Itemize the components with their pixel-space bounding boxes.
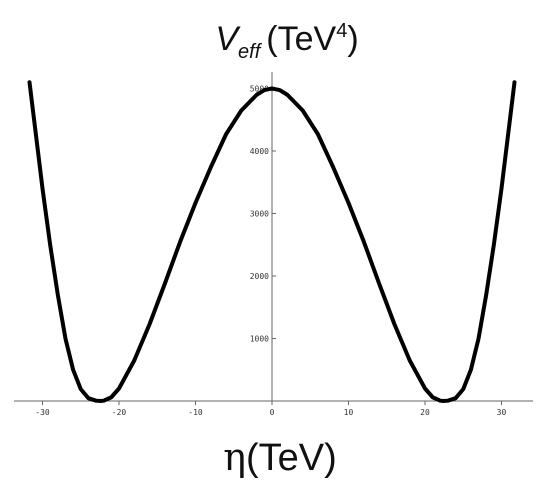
x-axis-unit: (TeV)	[246, 437, 337, 479]
x-axis-title: η(TeV)	[223, 435, 337, 479]
x-tick-label: 10	[344, 408, 354, 417]
x-tick-label: -10	[188, 408, 203, 417]
title-unit-superscript: 4	[336, 20, 347, 42]
title-subscript: eff	[238, 41, 263, 63]
title-unit-suffix: )	[347, 20, 358, 58]
y-tick-label: 2000	[250, 272, 269, 281]
title-unit-prefix: (TeV	[266, 20, 336, 58]
x-tick-label: 30	[497, 408, 507, 417]
y-tick-label: 1000	[250, 335, 269, 344]
potential-curve	[27, 80, 517, 403]
y-tick-label: 3000	[250, 210, 269, 219]
title-main: V	[215, 20, 241, 58]
x-tick-label: 20	[420, 408, 430, 417]
x-tick-label: -30	[35, 408, 50, 417]
x-tick-label: -20	[112, 408, 127, 417]
y-tick-label: 5000	[250, 85, 269, 94]
chart-title: Veff (TeV4)	[215, 20, 358, 63]
x-ticks: -30 -20 -10 0 10 20 30	[35, 401, 506, 417]
x-axis-symbol: η	[223, 435, 246, 479]
x-tick-label: 0	[270, 408, 275, 417]
y-tick-label: 4000	[250, 147, 269, 156]
